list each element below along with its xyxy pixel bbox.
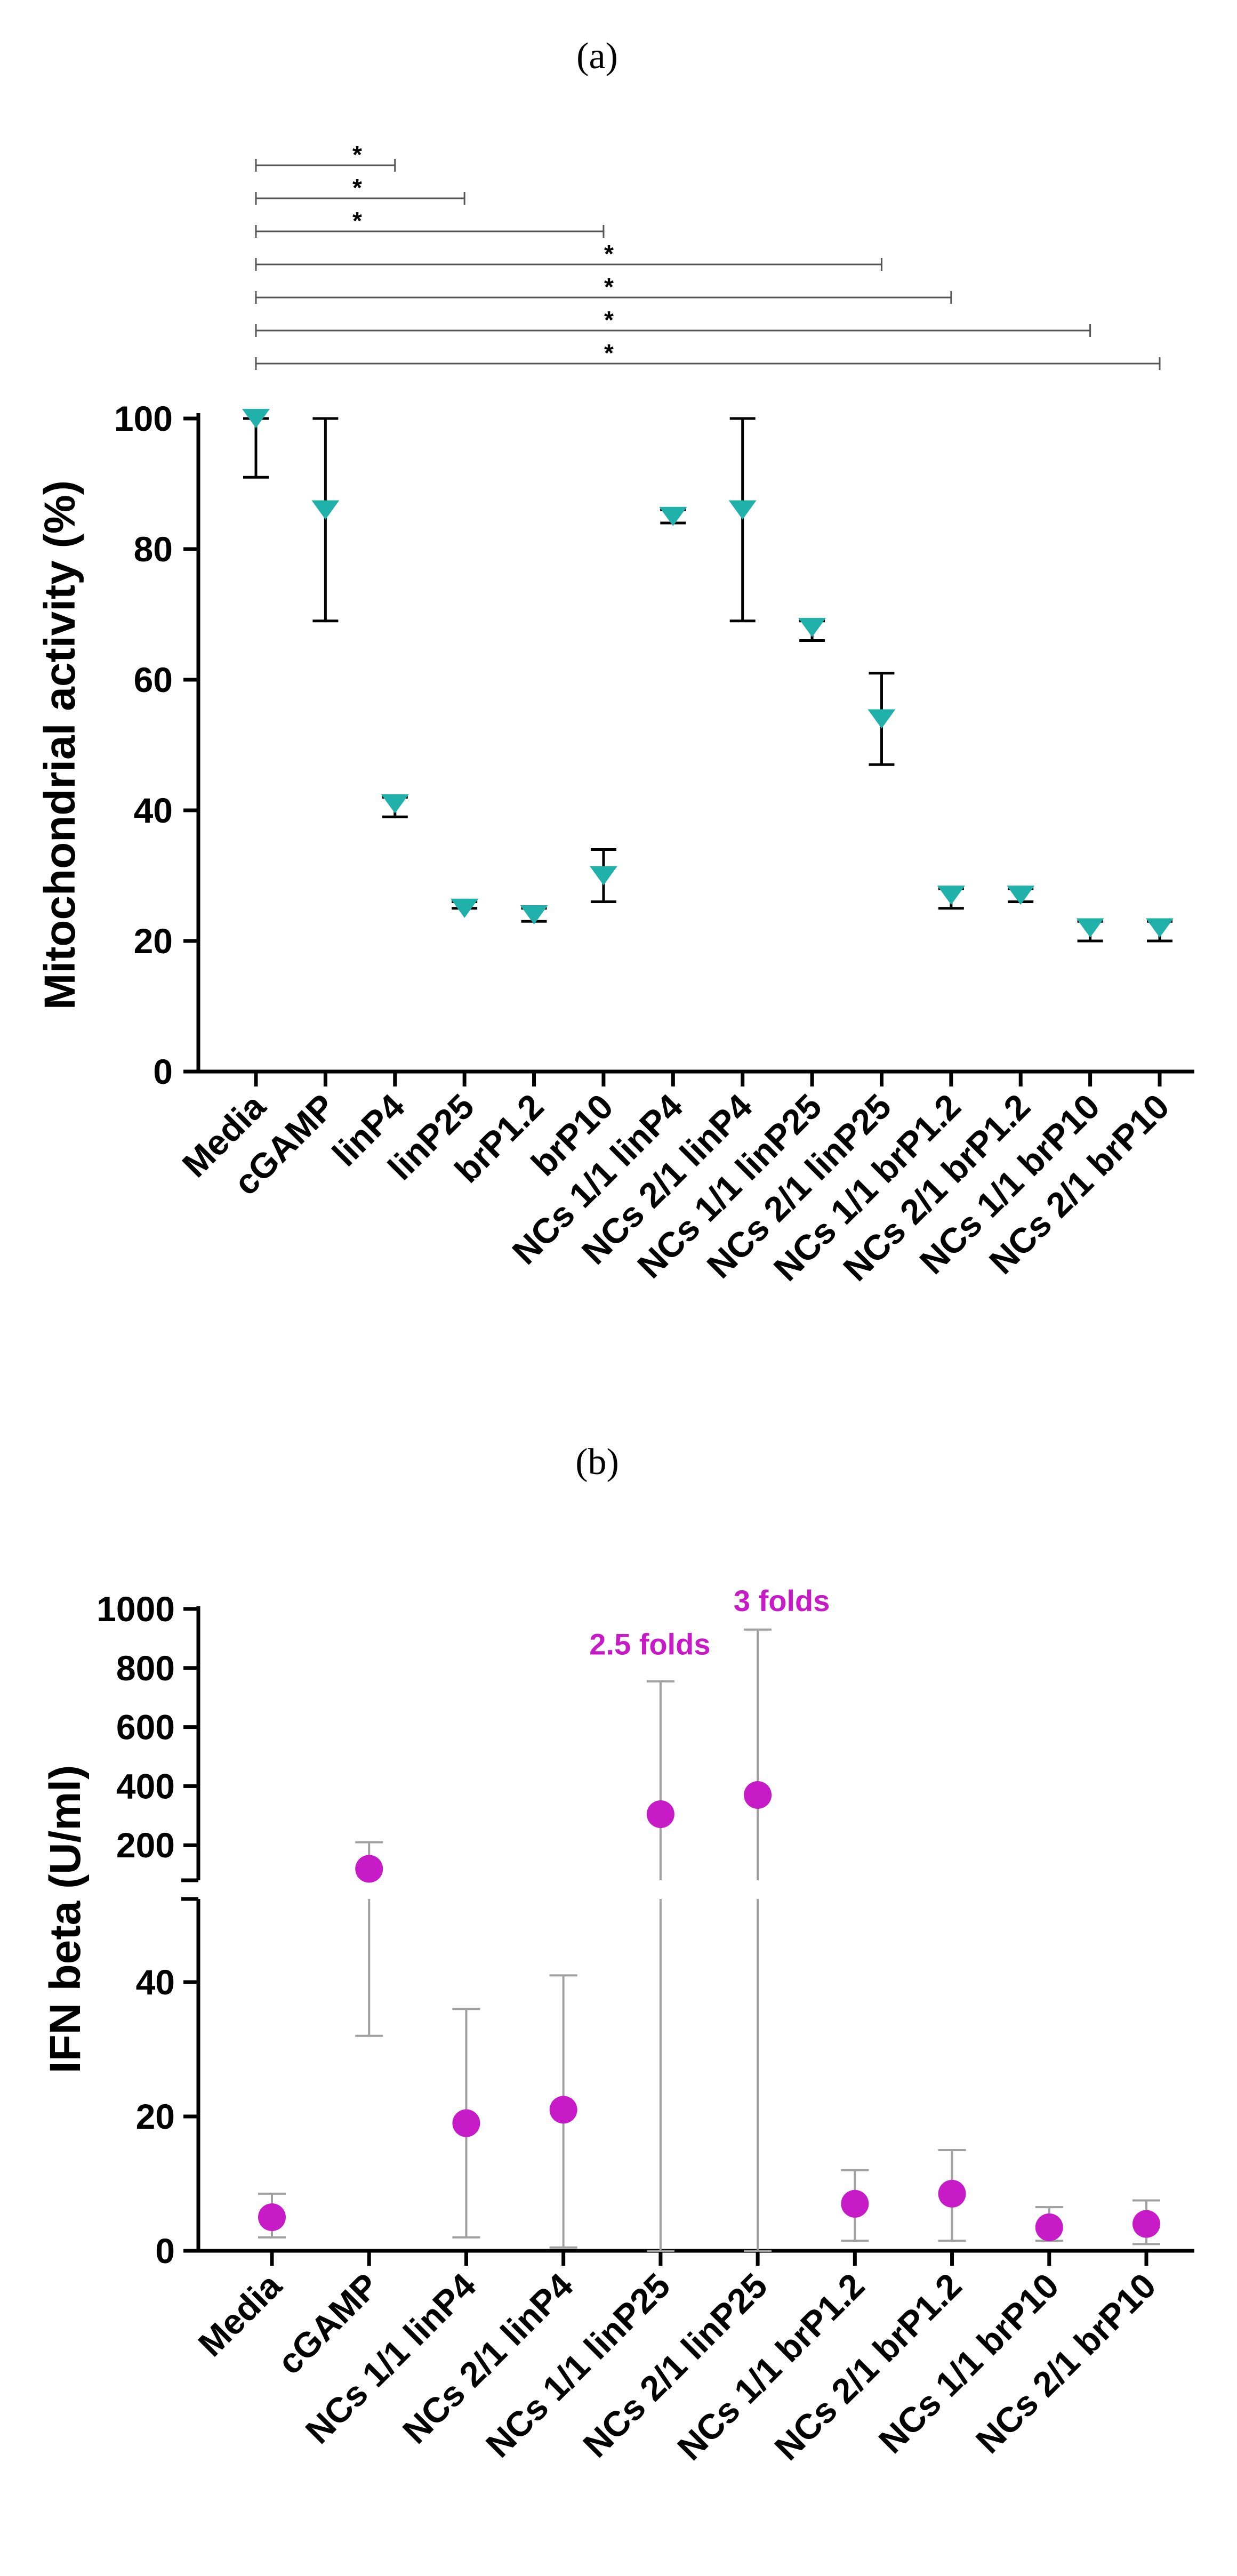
y-tick-label: 800: [116, 1648, 175, 1688]
data-point: [798, 618, 826, 637]
data-point: [744, 1781, 772, 1809]
data-point: [520, 905, 548, 924]
x-category-label: NCs 2/1 linP4: [395, 2265, 581, 2451]
y-tick-label: 1000: [97, 1589, 175, 1629]
significance-star: *: [352, 141, 362, 168]
data-point: [452, 2109, 480, 2137]
y-axis-title: IFN beta (U/ml): [41, 1765, 90, 2074]
y-tick-label: 100: [114, 399, 173, 438]
data-point: [938, 2179, 966, 2208]
panel-b-label: (b): [575, 1442, 619, 1483]
y-tick-label: 400: [116, 1766, 175, 1806]
x-category-label: NCs 2/1 brP10: [968, 2266, 1163, 2461]
y-tick-label: 200: [116, 1825, 175, 1865]
data-point: [258, 2203, 286, 2231]
fold-annotation: 3 folds: [734, 1584, 830, 1617]
data-point: [728, 500, 757, 520]
y-tick-label: 60: [134, 660, 173, 699]
x-category-label: NCs 1/1 brP10: [871, 2266, 1066, 2461]
data-point: [1076, 918, 1104, 938]
significance-star: *: [604, 339, 614, 367]
fold-annotation: 2.5 folds: [589, 1628, 710, 1661]
data-point: [1146, 918, 1174, 938]
significance-star: *: [604, 240, 614, 268]
data-point: [242, 409, 270, 428]
y-tick-label: 0: [153, 1052, 173, 1091]
data-point: [1132, 2210, 1160, 2238]
significance-star: *: [604, 306, 614, 334]
data-point: [867, 709, 896, 729]
data-point: [937, 885, 965, 905]
data-point: [311, 500, 340, 520]
data-point: [1007, 885, 1035, 905]
data-point: [589, 866, 617, 885]
y-tick-label: 20: [136, 2097, 175, 2136]
significance-star: *: [604, 273, 614, 301]
y-tick-label: 40: [134, 791, 173, 830]
panel-a-label: (a): [576, 36, 618, 77]
y-tick-label: 80: [134, 529, 173, 569]
significance-star: *: [352, 207, 362, 235]
data-point: [841, 2189, 869, 2218]
y-axis-title: Mitochondrial activity (%): [36, 480, 84, 1010]
data-point: [355, 1855, 383, 1883]
significance-star: *: [352, 174, 362, 202]
y-tick-label: 20: [134, 921, 173, 961]
data-point: [549, 2096, 577, 2124]
data-point: [646, 1800, 674, 1829]
data-point: [451, 898, 479, 918]
y-tick-label: 0: [155, 2231, 175, 2271]
data-point: [381, 794, 409, 814]
data-point: [1035, 2213, 1063, 2241]
y-tick-label: 600: [116, 1708, 175, 1747]
y-tick-label: 40: [136, 1962, 175, 2002]
data-point: [659, 506, 687, 526]
x-category-label: NCs 1/1 linP4: [298, 2265, 483, 2451]
